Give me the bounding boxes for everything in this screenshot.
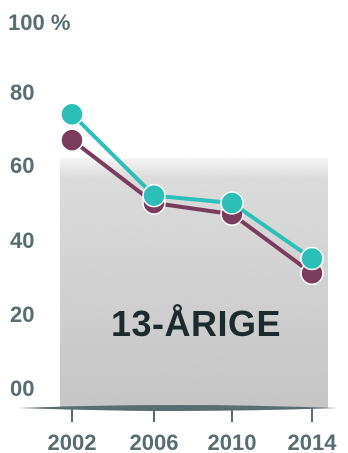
y-tick-label: 60 xyxy=(10,153,34,178)
data-point xyxy=(300,246,324,271)
series-line xyxy=(70,138,314,275)
data-point xyxy=(142,183,166,208)
y-axis-ticks: 00 20 40 60 80 xyxy=(10,80,34,401)
x-tick-label: 2014 xyxy=(288,430,338,453)
x-tick-marks xyxy=(71,408,313,422)
data-point xyxy=(60,102,84,126)
y-tick-label: 20 xyxy=(10,302,34,327)
series-layer xyxy=(60,102,324,286)
x-axis-line xyxy=(18,405,338,411)
plot-background xyxy=(60,158,328,408)
y-tick-label: 80 xyxy=(10,80,34,105)
x-tick-label: 2006 xyxy=(130,430,179,453)
y-tick-label: 40 xyxy=(10,228,34,253)
data-point xyxy=(220,191,244,215)
y-tick-label: 00 xyxy=(10,376,34,401)
y-unit-label: 100 % xyxy=(8,10,70,35)
x-tick-label: 2002 xyxy=(48,430,97,453)
chart-title: 13-ÅRIGE xyxy=(111,303,281,344)
x-tick-label: 2010 xyxy=(208,430,257,453)
series-line xyxy=(70,112,314,261)
data-point xyxy=(60,128,84,152)
x-axis-ticks: 2002 2006 2010 2014 xyxy=(48,430,338,453)
